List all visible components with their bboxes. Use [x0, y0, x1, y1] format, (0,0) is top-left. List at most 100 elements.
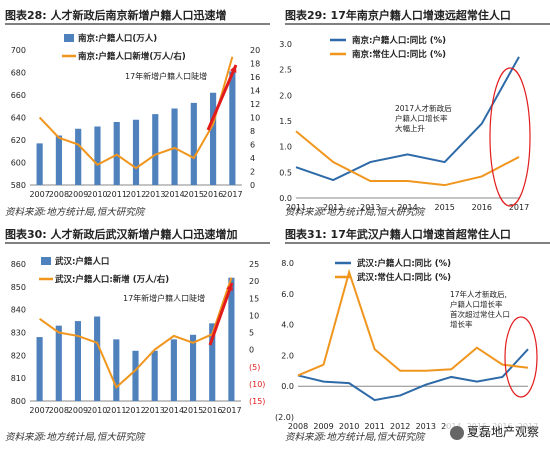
x-tick-label: 2017 [222, 190, 242, 199]
y-tick-label: 2.0 [279, 91, 292, 100]
x-tick-label: 2017 [221, 406, 241, 415]
x-tick-label: 2010 [87, 190, 107, 199]
highlight-ellipse [489, 67, 531, 207]
source-note: 资料来源:地方统计局,恒大研究院 [5, 206, 146, 218]
line-series [38, 56, 234, 170]
y-tick-label: 6.0 [281, 290, 294, 299]
y-right-tick-label: 2 [250, 168, 255, 177]
y-left-tick-label: 600 [11, 159, 26, 168]
y-tick-label: 4.0 [281, 321, 294, 330]
line-series-huji [297, 348, 529, 402]
x-tick-label: 2010 [339, 422, 359, 431]
legend-swatch-bar [64, 34, 74, 42]
annotation-text: 首次超过常住人口 [450, 309, 510, 319]
bar [74, 321, 82, 401]
y-left-tick-label: 820 [11, 351, 26, 360]
annotation-text: 户籍人口增长率 [395, 113, 448, 123]
bar [94, 316, 101, 401]
x-tick-label: 2016 [203, 190, 223, 199]
x-tick-label: 2010 [87, 406, 107, 415]
y-right-tick-label: 4 [250, 154, 255, 163]
y-right-tick-label: 5 [249, 329, 254, 338]
x-tick-label: 2011 [364, 422, 384, 431]
x-tick-label: 2015 [183, 406, 203, 415]
bar [190, 102, 197, 185]
x-tick-label: 2017 [509, 203, 529, 212]
legend-label: 南京:常住人口:同比 (%) [352, 49, 446, 60]
bar [228, 277, 235, 401]
bar [55, 325, 62, 401]
bar [229, 71, 236, 185]
legend-box [37, 250, 212, 286]
x-tick-label: 2008 [288, 422, 308, 431]
source-note: 资料来源:地方统计局,恒大研究院 [5, 431, 146, 443]
legend-box [60, 27, 220, 67]
legend-label: 南京:户籍人口:同比 (%) [352, 35, 446, 46]
y-right-tick-label: (10) [249, 380, 265, 389]
y-right-tick-label: 6 [250, 141, 255, 150]
y-tick-label: 3.0 [279, 40, 292, 49]
legend-label: 武汉:常住人口:同比 (%) [357, 272, 451, 283]
bar [36, 337, 43, 401]
annotation-arrow [206, 64, 238, 131]
x-tick-label: 2007 [29, 406, 49, 415]
line-series-changzhu [295, 130, 520, 187]
y-right-tick-label: 0 [249, 346, 254, 355]
bar [209, 323, 216, 401]
x-tick-label: 2013 [145, 406, 165, 415]
highlight-ellipse [504, 316, 538, 398]
y-left-tick-label: 620 [11, 136, 26, 145]
y-tick-label: 2.0 [281, 351, 294, 360]
y-left-tick-label: 850 [11, 283, 26, 292]
x-tick-label: 2014 [164, 190, 184, 199]
legend-label: 南京:户籍人口(万人) [78, 33, 157, 44]
y-left-tick-label: 580 [11, 181, 26, 190]
x-tick-label: 2013 [360, 203, 380, 212]
bar [151, 350, 158, 401]
bar [210, 92, 217, 185]
y-right-tick-label: 10 [249, 311, 259, 320]
chart-title: 图表31: 17年武汉户籍人口增速首超常住人口 [285, 227, 511, 241]
source-note: 资料来源:地方统计局,恒大研究院 [285, 431, 426, 443]
y-left-tick-label: 800 [11, 397, 26, 406]
legend-label: 南京:户籍人口新增(万人/右) [78, 51, 186, 62]
y-right-tick-label: 16 [250, 73, 260, 82]
y-right-tick-label: 15 [249, 294, 259, 303]
y-left-tick-label: 680 [11, 69, 26, 78]
bar [55, 135, 62, 185]
x-tick-label: 2015 [184, 190, 204, 199]
bar [189, 334, 197, 401]
x-tick-label: 2016 [472, 203, 492, 212]
legend-label: 武汉:户籍人口:同比 (%) [357, 258, 451, 269]
x-tick-label: 2014 [397, 203, 417, 212]
x-tick-label: 2012 [390, 422, 410, 431]
x-tick-label: 2012 [126, 190, 146, 199]
annotation-text: 17年新增户籍人口陡增 [123, 293, 205, 303]
y-right-tick-label: 8 [250, 127, 255, 136]
chart-title: 图表30: 人才新政后武汉新增户籍人口迅速增加 [5, 227, 238, 241]
annotation-arrowhead [229, 65, 237, 73]
chart-title: 图表28: 人才新政后南京新增户籍人口迅速增 [5, 8, 227, 22]
annotation-arrow [208, 282, 234, 346]
bar [36, 143, 43, 185]
x-tick-label: 2008 [49, 406, 69, 415]
x-tick-label: 2013 [416, 422, 436, 431]
x-tick-label: 2012 [323, 203, 343, 212]
bar [171, 108, 178, 185]
line-series-changzhu [297, 268, 529, 377]
y-tick-label: 0.0 [279, 194, 292, 203]
x-tick-label: 2011 [106, 406, 126, 415]
y-left-tick-label: 840 [11, 306, 26, 315]
x-tick-label: 2014 [164, 406, 184, 415]
legend-label: 武汉:户籍人口 [55, 256, 109, 267]
annotation-text: 2017人才新政后 [395, 103, 452, 113]
y-right-tick-label: (5) [249, 363, 260, 372]
x-tick-label: 2011 [286, 203, 306, 212]
y-tick-label: 8.0 [281, 259, 294, 268]
chart-title: 图表29: 17年南京户籍人口增速远超常住人口 [285, 8, 511, 22]
annotation-text: 17年新增户籍人口陡增 [125, 71, 207, 81]
bar [75, 128, 82, 185]
x-tick-label: 2008 [49, 190, 69, 199]
y-tick-label: (2.0) [275, 413, 294, 422]
